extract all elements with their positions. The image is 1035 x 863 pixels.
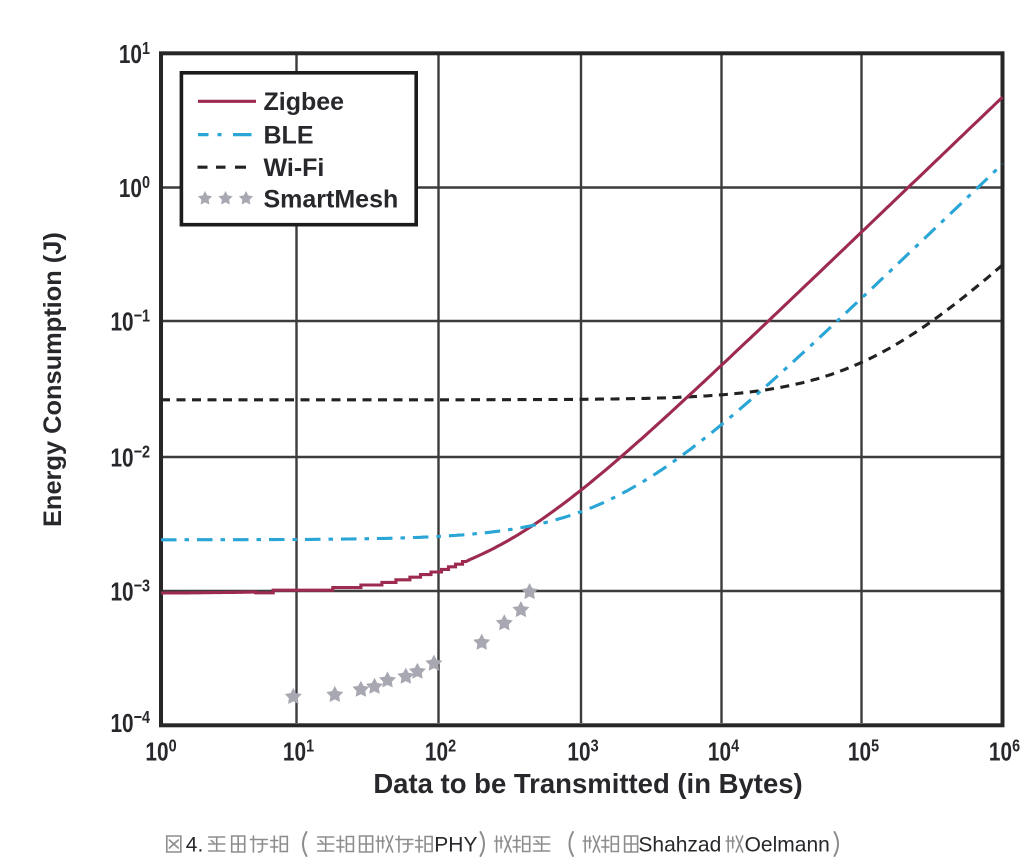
svg-text:104: 104 xyxy=(708,736,739,766)
svg-text:Energy Consumption (J): Energy Consumption (J) xyxy=(39,232,67,527)
svg-text:BLE: BLE xyxy=(264,121,314,149)
svg-text:10−4: 10−4 xyxy=(110,708,150,738)
svg-text:SmartMesh: SmartMesh xyxy=(264,185,399,213)
svg-text:10−1: 10−1 xyxy=(110,306,150,336)
svg-text:Zigbee: Zigbee xyxy=(264,88,345,116)
svg-text:4.: 4. xyxy=(186,834,204,857)
svg-text:Wi-Fi: Wi-Fi xyxy=(264,154,325,182)
svg-text:10−2: 10−2 xyxy=(110,442,150,472)
svg-text:PHY: PHY xyxy=(434,834,477,857)
svg-text:102: 102 xyxy=(425,736,456,766)
svg-text:Oelmann: Oelmann xyxy=(745,834,830,857)
svg-text:Shahzad: Shahzad xyxy=(638,834,721,857)
svg-text:Data to be Transmitted (in Byt: Data to be Transmitted (in Bytes) xyxy=(373,768,802,799)
